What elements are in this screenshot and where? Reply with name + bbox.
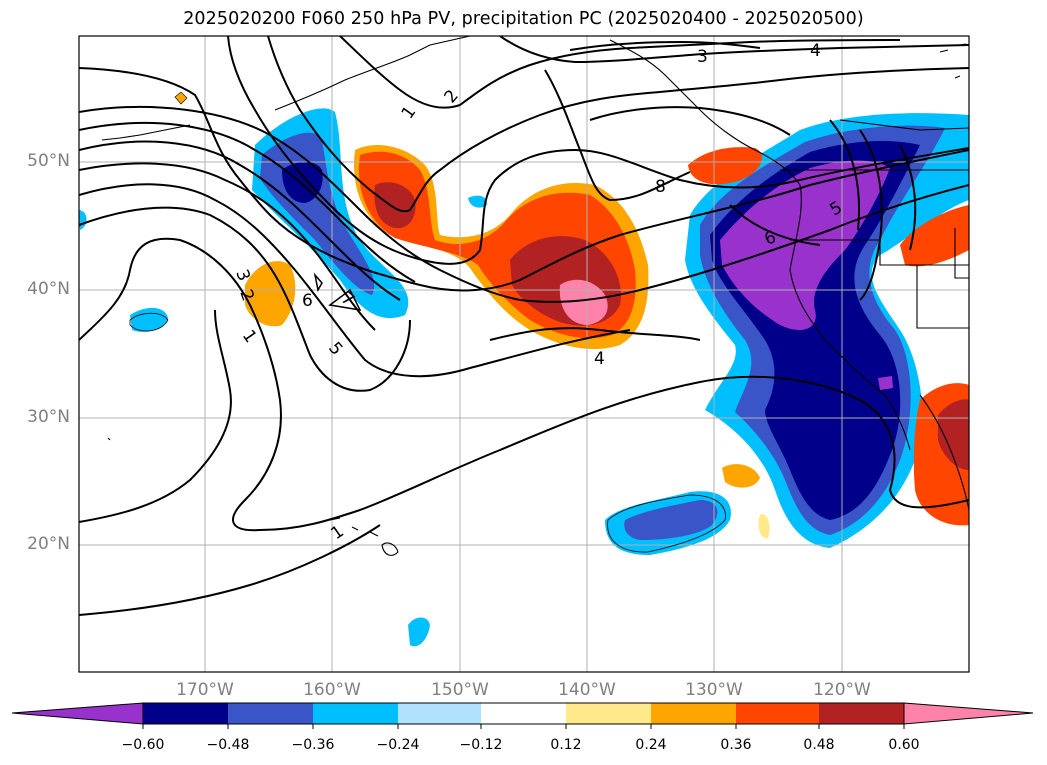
negative-anomaly-subtropical (408, 491, 731, 647)
lon-label-150w: 150°W (431, 680, 489, 700)
colorbar-bin-blue (228, 703, 313, 724)
colorbar-extend-high (903, 702, 1034, 725)
lat-label-30n: 30°N (27, 407, 70, 427)
colorbar-bin-sky (313, 703, 398, 724)
colorbar-tick-label: −0.48 (206, 737, 250, 753)
positive-anomaly-northeast (688, 147, 969, 539)
pv-label-3-north: 3 (697, 47, 708, 67)
colorbar-tick-label: −0.12 (459, 737, 503, 753)
lon-label-140w: 140°W (558, 680, 616, 700)
colorbar-extend-low (11, 702, 144, 725)
colorbar-bin-lightblue (398, 703, 481, 724)
lon-label-120w: 120°W (813, 680, 871, 700)
lon-label-160w: 160°W (303, 680, 361, 700)
colorbar-tick-label: 0.36 (720, 737, 752, 753)
pv-label-6-west: 6 (302, 291, 313, 311)
lat-label-50n: 50°N (27, 151, 70, 171)
gridlines (79, 36, 969, 672)
map-frame (78, 35, 970, 673)
plot-title: 2025020200 F060 250 hPa PV, precipitatio… (183, 9, 864, 29)
lon-label-130w: 130°W (685, 680, 743, 700)
pv-label-4-north: 4 (810, 41, 821, 61)
colorbar-tick-label: −0.36 (291, 737, 335, 753)
pv-contours (79, 36, 969, 616)
colorbar-bin-redorange (736, 703, 819, 724)
positive-anomaly-west (174, 91, 296, 327)
colorbar-tick-label: 0.12 (550, 737, 582, 753)
colorbar-bin-white (481, 703, 566, 724)
colorbar-ticks (142, 724, 905, 729)
colorbar-bin-orange (651, 703, 736, 724)
pv-label-4-south: 4 (594, 349, 605, 369)
colorbar-tick-label: 0.60 (888, 737, 920, 753)
colorbar-tick-label: 0.24 (635, 737, 667, 753)
lon-label-170w: 170°W (176, 680, 234, 700)
colorbar-bin-paleyellow (566, 703, 651, 724)
pv-label-8: 8 (655, 177, 666, 197)
colorbar-bin-navy (143, 703, 228, 724)
colorbar-tick-label: −0.60 (121, 737, 165, 753)
positive-anomaly-central-pacific (354, 145, 649, 350)
colorbar-frame (142, 702, 905, 725)
colorbar (11, 702, 1034, 729)
colorbar-tick-label: −0.24 (376, 737, 420, 753)
lat-label-20n: 20°N (27, 534, 70, 554)
colorbar-tick-label: 0.48 (803, 737, 835, 753)
lat-label-40n: 40°N (27, 279, 70, 299)
colorbar-bin-firebrick (819, 703, 904, 724)
